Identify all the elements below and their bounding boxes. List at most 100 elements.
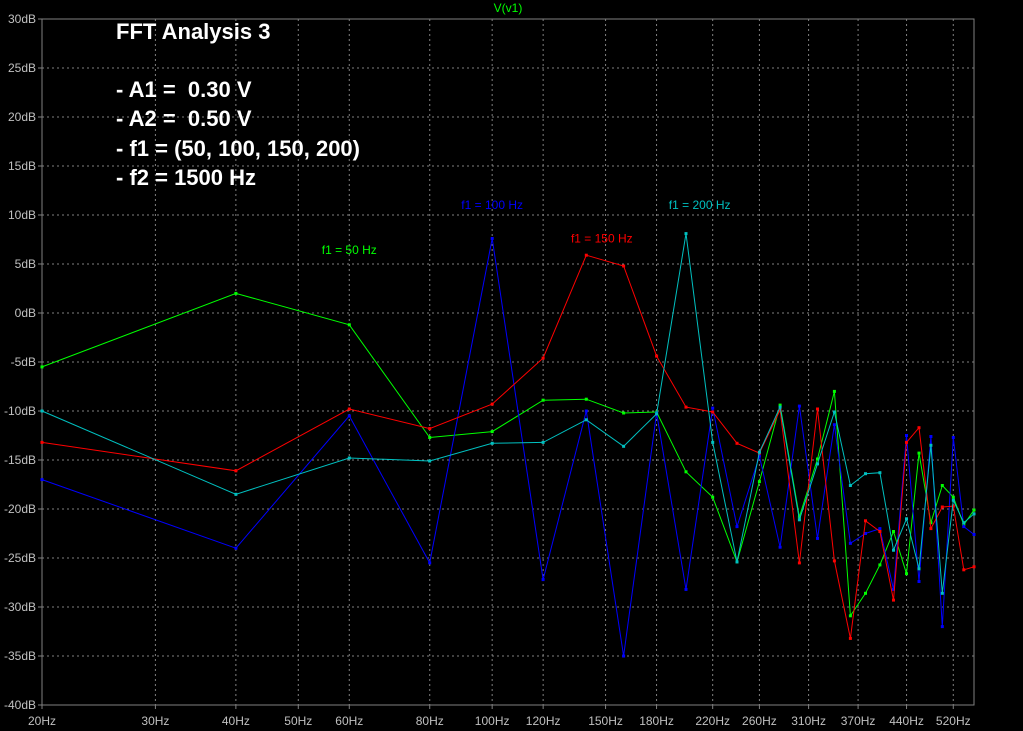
- series-annotations: f1 = 50 Hz f1 = 100 Hz f1 = 150 Hz f1 = 200…: [322, 198, 731, 257]
- series-2-point: [864, 532, 867, 535]
- series-4-point: [929, 443, 933, 447]
- series-3-point: [962, 568, 966, 572]
- series-3-point: [711, 410, 715, 414]
- series-3-line[interactable]: [41, 254, 975, 639]
- x-tick-label: 520Hz: [936, 714, 971, 728]
- series-3-point: [584, 253, 588, 257]
- y-tick-label: -35dB: [4, 649, 36, 663]
- x-tick-label: 80Hz: [416, 714, 444, 728]
- x-tick-label: 180Hz: [639, 714, 674, 728]
- series-3-point: [917, 426, 921, 430]
- series-label: f1 = 50 Hz: [322, 243, 377, 257]
- series-4-point: [917, 567, 921, 571]
- series-3-point: [848, 636, 852, 640]
- series-4-line[interactable]: [41, 233, 975, 594]
- series-1-point: [797, 515, 801, 519]
- y-tick-label: -20dB: [4, 502, 36, 516]
- series-1-point: [848, 614, 852, 618]
- series-1-point: [972, 508, 976, 512]
- series-3-point: [892, 598, 895, 602]
- series-2-point: [951, 436, 955, 439]
- y-tick-label: -5dB: [11, 355, 36, 369]
- series-4-point: [757, 450, 761, 454]
- y-tick-label: 5dB: [15, 257, 36, 271]
- series-label: f1 = 200 Hz: [669, 198, 731, 212]
- series-label: f1 = 150 Hz: [571, 231, 633, 245]
- series-2-point: [622, 654, 626, 658]
- series-3-point: [972, 565, 976, 569]
- series-3-point: [832, 559, 836, 563]
- series-4-point: [962, 521, 966, 525]
- y-tick-label: -25dB: [4, 551, 36, 565]
- series-2-point: [816, 536, 819, 540]
- series-2-point: [684, 587, 688, 591]
- series-1-point: [917, 451, 921, 455]
- series-2-point: [972, 533, 976, 536]
- note-line-a2: - A2 = 0.50 V: [116, 106, 252, 131]
- series-1-point: [684, 470, 688, 474]
- x-tick-label: 370Hz: [841, 714, 876, 728]
- series-4-point: [892, 548, 895, 552]
- y-tick-label: -15dB: [4, 453, 36, 467]
- series-4-point: [848, 484, 852, 487]
- series-2-point: [905, 434, 908, 437]
- series-1-point: [428, 436, 432, 439]
- series-1-point: [832, 389, 836, 393]
- x-tick-label: 30Hz: [141, 714, 169, 728]
- series-4-point: [905, 517, 908, 521]
- note-line-a1: - A1 = 0.30 V: [116, 77, 252, 102]
- series-2-point: [797, 404, 801, 408]
- series-1-point: [584, 397, 588, 401]
- series-label: f1 = 100 Hz: [461, 198, 523, 212]
- series-4-point: [735, 560, 739, 564]
- x-tick-label: 260Hz: [742, 714, 777, 728]
- series-4-point: [797, 518, 801, 522]
- x-tick-label: 100Hz: [475, 714, 510, 728]
- series-3-point: [816, 407, 819, 411]
- series-3-point: [541, 356, 545, 360]
- series-3-point: [428, 427, 432, 431]
- series-4: [40, 232, 976, 595]
- x-tick-label: 310Hz: [791, 714, 826, 728]
- series-1-point: [490, 430, 494, 434]
- series-2-point: [490, 237, 494, 240]
- y-tick-label: 10dB: [8, 208, 36, 222]
- series-3-point: [905, 440, 908, 444]
- series-2-point: [234, 546, 238, 550]
- y-tick-label: -40dB: [4, 698, 36, 712]
- series-2-point: [962, 525, 966, 529]
- series-4-point: [940, 591, 944, 595]
- series-4-point: [541, 440, 545, 444]
- series-3-point: [40, 440, 44, 444]
- x-tick-label: 120Hz: [526, 714, 561, 728]
- series-3-point: [234, 469, 238, 473]
- series-2-point: [878, 527, 882, 531]
- series-4-point: [584, 418, 588, 422]
- series-4-point: [655, 412, 659, 416]
- series-2-point: [778, 545, 782, 549]
- y-tick-label: 0dB: [15, 306, 36, 320]
- series-4-point: [428, 459, 432, 463]
- series-1-point: [940, 484, 944, 487]
- series-4-point: [816, 462, 819, 466]
- series-3-point: [929, 527, 933, 531]
- series-2-point: [735, 525, 739, 529]
- series-4-point: [684, 232, 688, 236]
- series-1-point: [951, 495, 955, 499]
- series-2-point: [711, 406, 715, 410]
- series-3-point: [622, 264, 626, 268]
- x-tick-label: 220Hz: [695, 714, 730, 728]
- series-4-point: [878, 471, 882, 475]
- x-tick-label: 40Hz: [222, 714, 250, 728]
- notes-heading: FFT Analysis 3: [116, 19, 271, 44]
- trace-title[interactable]: V(v1): [494, 1, 523, 15]
- series-1-point: [878, 563, 882, 567]
- series-4-point: [972, 512, 976, 516]
- grid: [42, 19, 974, 705]
- y-tick-label: -30dB: [4, 600, 36, 614]
- y-tick-label: -10dB: [4, 404, 36, 418]
- y-tick-label: 20dB: [8, 110, 36, 124]
- series-1-point: [711, 495, 715, 499]
- series-2-point: [940, 625, 944, 629]
